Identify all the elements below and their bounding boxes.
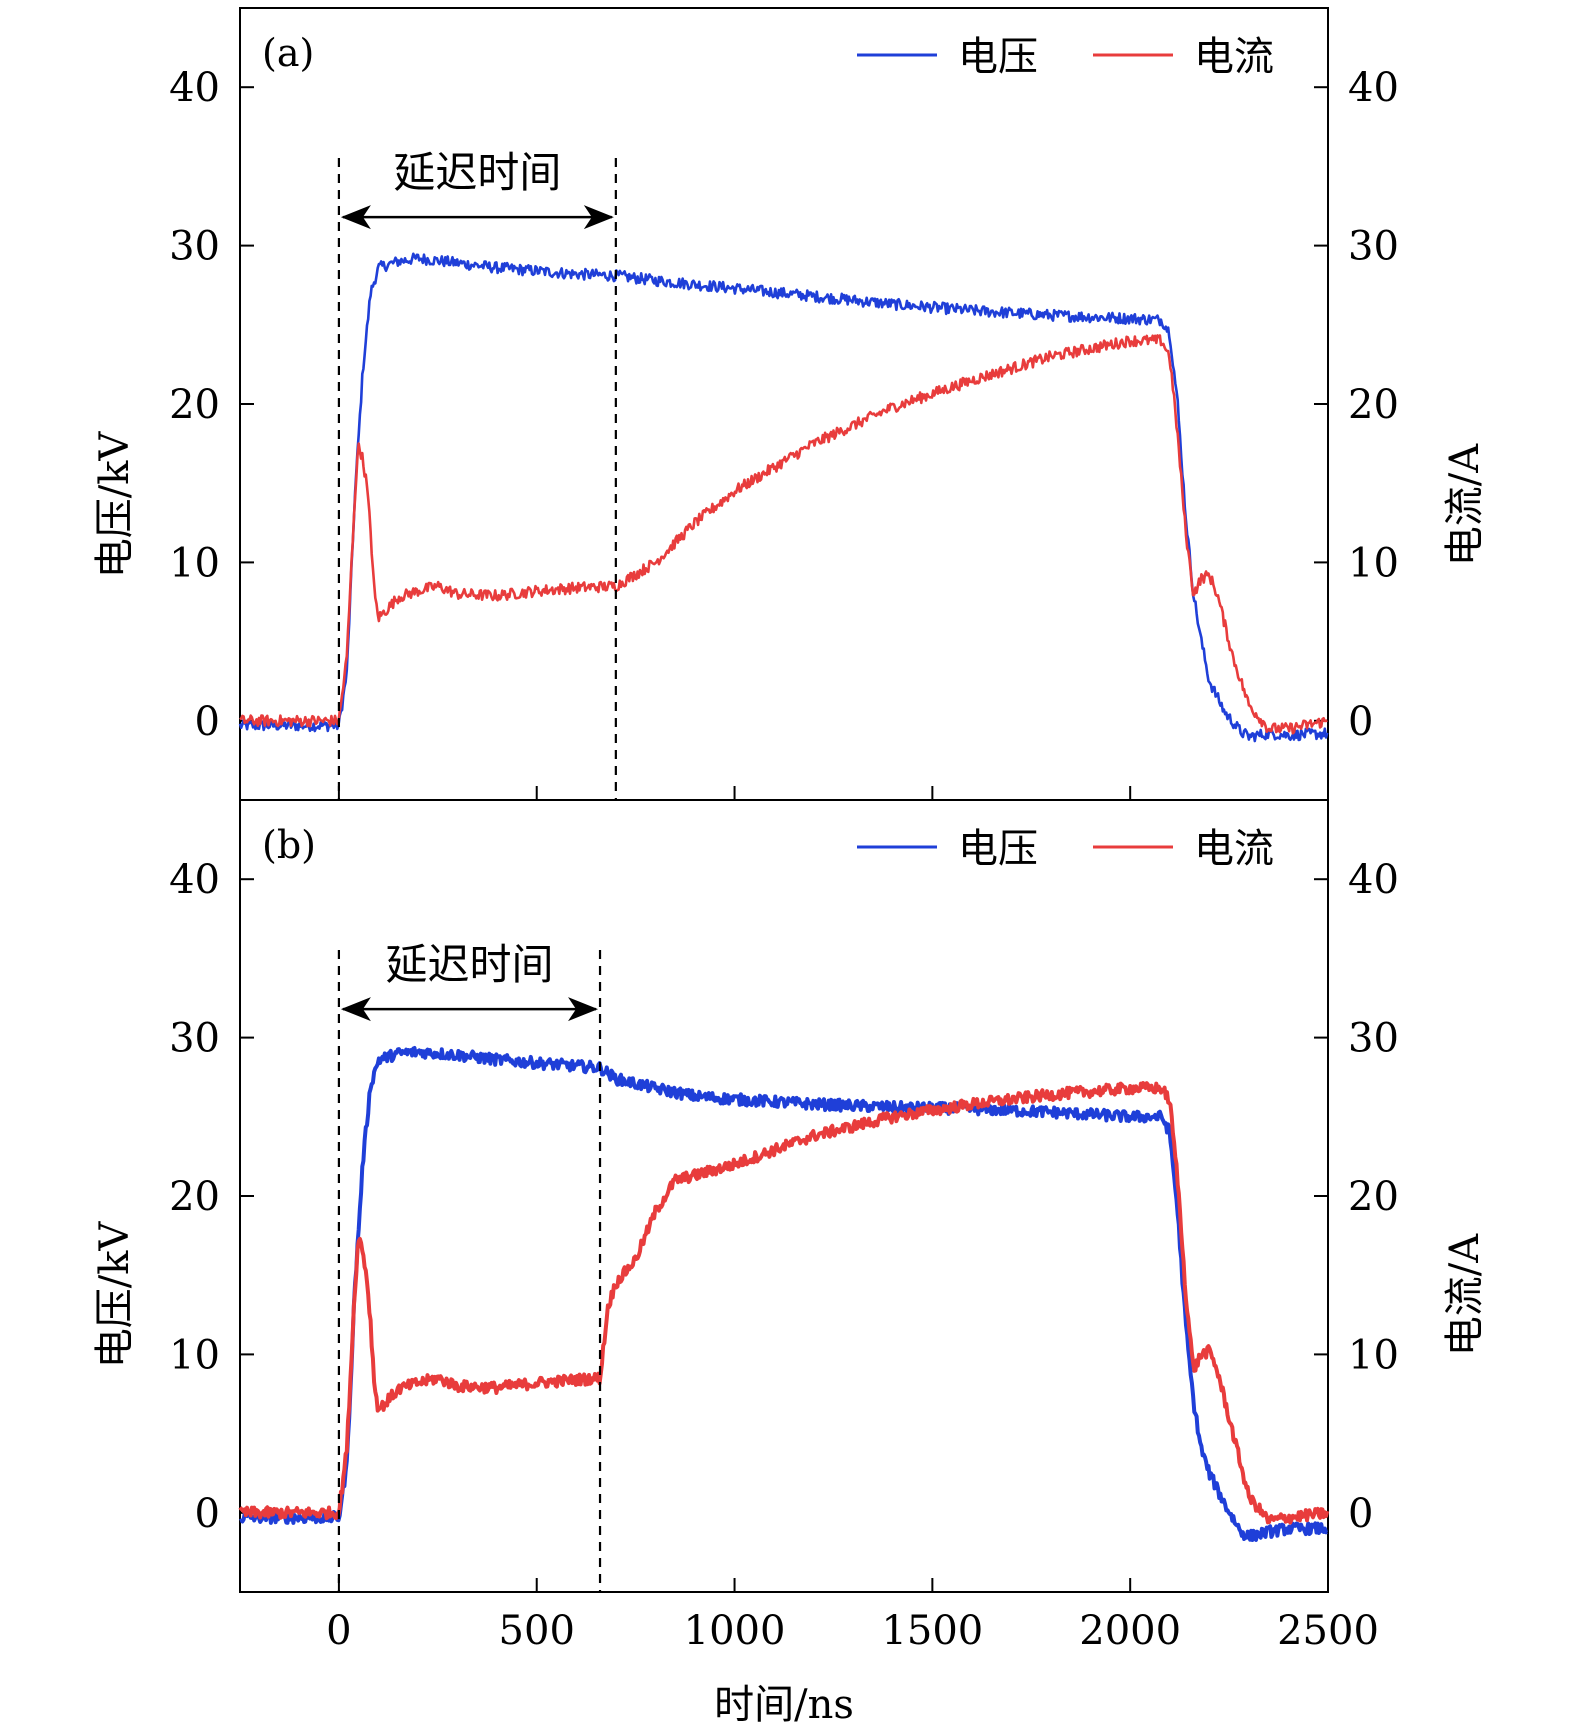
legend-current-label: 电流 <box>1194 826 1274 872</box>
panel-b-ticks: 0 0 10 10 20 20 30 30 40 40 0 500 1000 1500 2000 2500 <box>169 857 1399 1654</box>
y-tick-label-left: 40 <box>169 65 220 111</box>
delay-arrow-head-left <box>340 205 371 230</box>
voltage-series-line <box>239 1046 1328 1542</box>
x-tick-label: 1000 <box>684 1608 786 1654</box>
y-tick-label-right: 0 <box>1348 699 1373 745</box>
current-series-line <box>238 1081 1330 1525</box>
y-tick-label-right: 10 <box>1348 1332 1399 1378</box>
x-tick-label: 500 <box>499 1608 575 1654</box>
y-tick-label-right: 20 <box>1348 382 1399 428</box>
y-tick-label-right: 20 <box>1348 1174 1399 1220</box>
y-tick-label-right: 30 <box>1348 1016 1399 1062</box>
delay-arrow-head-right <box>568 997 599 1022</box>
panel-b-chart: 0 0 10 10 20 20 30 30 40 40 0 500 1000 1500 2000 2500 延… <box>92 799 1488 1654</box>
y-tick-label-left: 10 <box>169 1332 220 1378</box>
y-tick-label-left: 40 <box>169 857 220 903</box>
y-tick-label-left: 20 <box>169 1174 220 1220</box>
y-tick-label-left: 20 <box>169 382 220 428</box>
x-tick-label: 0 <box>326 1608 351 1654</box>
panel-b-ylabel-left: 电压/kV <box>92 1221 138 1369</box>
panel-b-legend: 电压 电流 <box>857 826 1274 872</box>
x-tick-label: 2000 <box>1079 1608 1181 1654</box>
voltage-series-line <box>238 252 1329 743</box>
x-tick-label: 2500 <box>1277 1608 1379 1654</box>
delay-time-label: 延迟时间 <box>385 940 553 989</box>
delay-arrow-head-right <box>583 205 614 230</box>
x-tick-label: 1500 <box>881 1608 983 1654</box>
legend-voltage-label: 电压 <box>958 826 1038 872</box>
y-tick-label-right: 30 <box>1348 224 1399 270</box>
legend-current-label: 电流 <box>1194 34 1274 80</box>
panel-a-legend: 电压 电流 <box>857 34 1274 80</box>
y-tick-label-left: 10 <box>169 540 220 586</box>
y-tick-label-right: 40 <box>1348 65 1399 111</box>
panel-a-ylabel-left: 电压/kV <box>92 431 138 579</box>
panel-a-ylabel-right: 电流/A <box>1442 443 1488 566</box>
legend-voltage-label: 电压 <box>958 34 1038 80</box>
y-tick-label-right: 40 <box>1348 857 1399 903</box>
delay-arrow-head-left <box>340 997 371 1022</box>
delay-time-label: 延迟时间 <box>393 148 561 197</box>
panel-a-label: (a) <box>262 31 314 75</box>
panel-a-annotation: 延迟时间 <box>337 148 617 800</box>
y-tick-label-left: 0 <box>195 699 220 745</box>
panel-a-plot-area <box>238 252 1329 743</box>
y-tick-label-left: 30 <box>169 1016 220 1062</box>
panel-b-plot-area <box>238 1046 1330 1542</box>
y-tick-label-right: 0 <box>1348 1491 1373 1537</box>
current-series-line <box>239 334 1328 735</box>
panel-a-ticks: 0 0 10 10 20 20 30 30 40 40 <box>169 65 1399 800</box>
panel-b-ylabel-right: 电流/A <box>1442 1233 1488 1356</box>
y-tick-label-right: 10 <box>1348 540 1399 586</box>
y-tick-label-left: 0 <box>195 1491 220 1537</box>
panel-b-annotation: 延迟时间 <box>337 940 602 1592</box>
panel-b-label: (b) <box>262 823 316 867</box>
y-tick-label-left: 30 <box>169 224 220 270</box>
x-axis-label: 时间/ns <box>714 1682 854 1728</box>
